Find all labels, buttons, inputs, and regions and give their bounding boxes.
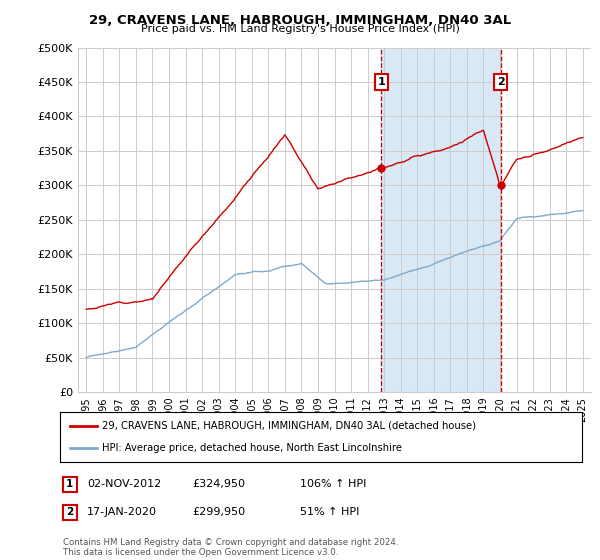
Text: 2: 2 <box>497 77 505 87</box>
Text: 2: 2 <box>66 507 74 517</box>
Text: 106% ↑ HPI: 106% ↑ HPI <box>300 479 367 489</box>
Text: £324,950: £324,950 <box>192 479 245 489</box>
Text: Price paid vs. HM Land Registry's House Price Index (HPI): Price paid vs. HM Land Registry's House … <box>140 24 460 34</box>
Text: 29, CRAVENS LANE, HABROUGH, IMMINGHAM, DN40 3AL: 29, CRAVENS LANE, HABROUGH, IMMINGHAM, D… <box>89 14 511 27</box>
Text: 1: 1 <box>377 77 385 87</box>
Text: 29, CRAVENS LANE, HABROUGH, IMMINGHAM, DN40 3AL (detached house): 29, CRAVENS LANE, HABROUGH, IMMINGHAM, D… <box>102 421 476 431</box>
Text: 02-NOV-2012: 02-NOV-2012 <box>87 479 161 489</box>
Text: Contains HM Land Registry data © Crown copyright and database right 2024.
This d: Contains HM Land Registry data © Crown c… <box>63 538 398 557</box>
Text: 51% ↑ HPI: 51% ↑ HPI <box>300 507 359 517</box>
Text: HPI: Average price, detached house, North East Lincolnshire: HPI: Average price, detached house, Nort… <box>102 443 402 453</box>
Text: 1: 1 <box>66 479 74 489</box>
Text: £299,950: £299,950 <box>192 507 245 517</box>
Text: 17-JAN-2020: 17-JAN-2020 <box>87 507 157 517</box>
Bar <box>382 48 500 392</box>
